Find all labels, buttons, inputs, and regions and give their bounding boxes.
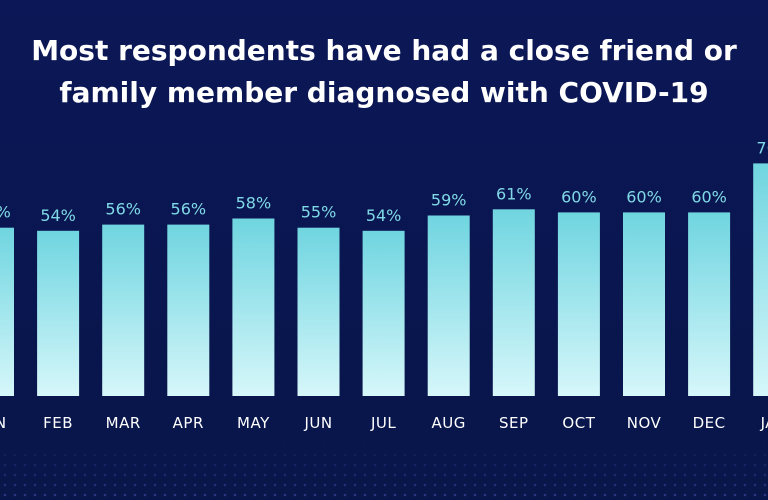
value-label-9: 60% [561, 187, 597, 206]
value-label-1: 54% [40, 206, 76, 225]
value-label-10: 60% [626, 187, 662, 206]
x-tick-label-1: FEB [43, 414, 73, 432]
bar-10 [623, 212, 665, 396]
bar-12 [753, 163, 768, 396]
x-tick-label-3: APR [173, 414, 204, 432]
value-label-5: 55% [301, 203, 337, 222]
x-tick-label-5: JUN [303, 414, 332, 432]
bar-2 [102, 224, 145, 396]
bar-7 [427, 215, 470, 396]
x-tick-label-10: NOV [627, 414, 662, 432]
x-tick-label-2: MAR [106, 414, 141, 432]
x-tick-label-9: OCT [562, 414, 595, 432]
value-label-8: 61% [496, 184, 532, 203]
x-tick-label-7: AUG [432, 414, 466, 432]
x-tick-label-8: SEP [499, 414, 529, 432]
bar-8 [492, 209, 535, 396]
bars-group [0, 163, 768, 396]
bar-0 [0, 227, 14, 396]
value-label-12: 76% [756, 138, 768, 157]
x-tick-label-6: JUL [370, 414, 396, 432]
bar-1 [37, 230, 80, 396]
chart-title: Most respondents have had a close friend… [0, 30, 768, 114]
x-axis-ticks-group: JAN FEB MAR APR MAY JUN JUL AUG SEP OCT NOV DEC JAN [0, 414, 768, 432]
bar-3 [167, 224, 210, 396]
dot-pattern [0, 440, 768, 500]
x-tick-label-11: DEC [693, 414, 726, 432]
x-tick-label-0: JAN [0, 414, 7, 432]
value-labels-group: 55% 54% 56% 56% 58% 55% 54% 59% 61% 60% 60% 60% 76% [0, 138, 768, 224]
value-label-4: 58% [236, 194, 272, 213]
chart-title-line-1: Most respondents have had a close friend… [31, 34, 737, 67]
x-tick-label-4: MAY [237, 414, 270, 432]
bar-5 [297, 227, 340, 396]
value-label-3: 56% [171, 200, 207, 219]
chart-title-line-2: family member diagnosed with COVID-19 [59, 76, 709, 109]
bar-4 [232, 218, 275, 396]
value-label-11: 60% [691, 187, 727, 206]
value-label-7: 59% [431, 191, 467, 210]
bar-9 [557, 212, 600, 396]
value-label-6: 54% [366, 206, 402, 225]
bar-11 [688, 212, 731, 396]
value-label-0: 55% [0, 203, 11, 222]
value-label-2: 56% [105, 200, 141, 219]
bar-6 [362, 230, 405, 396]
x-tick-label-12: JAN [760, 414, 768, 432]
